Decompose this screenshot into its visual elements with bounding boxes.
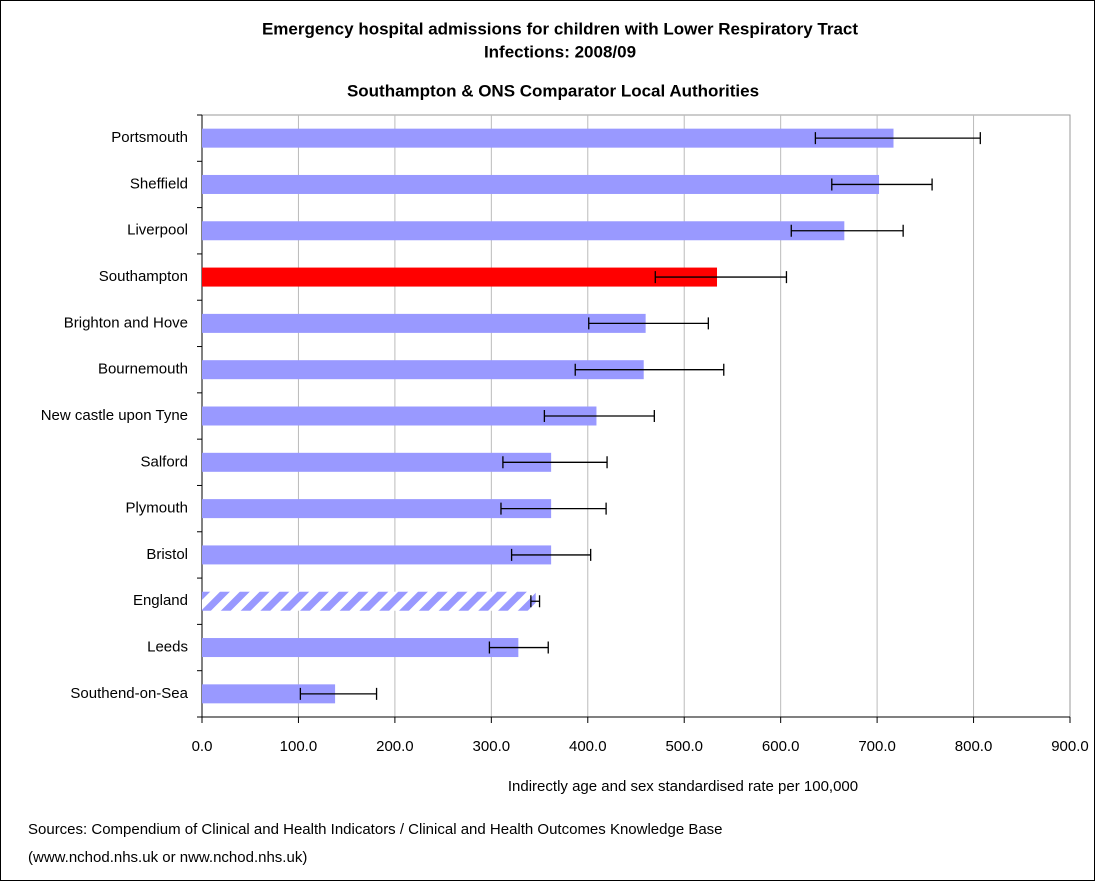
- error-bar: [543, 410, 655, 422]
- chart-title: Emergency hospital admissions for childr…: [262, 19, 858, 38]
- x-tick-label: 0.0: [192, 738, 213, 755]
- error-bar: [299, 687, 378, 700]
- y-tick-label: Sheffield: [130, 175, 188, 192]
- bar: [202, 452, 552, 472]
- y-tick-label: Bristol: [146, 546, 188, 563]
- error-bar: [574, 363, 725, 376]
- chart-subtitle: Southampton & ONS Comparator Local Autho…: [347, 81, 759, 100]
- bar: [202, 221, 845, 241]
- y-tick-label: Salford: [140, 453, 188, 470]
- error-bar: [500, 502, 607, 515]
- error-bar: [488, 641, 549, 654]
- x-axis-label: Indirectly age and sex standardised rate…: [508, 778, 858, 795]
- bar: [202, 684, 336, 704]
- source: (www.nchod.nhs.uk or nww.nchod.nhs.uk): [28, 849, 307, 866]
- y-tick-label: England: [133, 592, 188, 609]
- bar: [202, 406, 597, 426]
- error-bar: [502, 456, 608, 469]
- error-bar: [790, 224, 904, 237]
- x-tick-label: 600.0: [762, 738, 800, 755]
- error-bar: [831, 178, 933, 191]
- x-tick-label: 700.0: [858, 738, 896, 755]
- y-tick-label: Southampton: [99, 268, 188, 285]
- bar: [202, 174, 880, 194]
- bar: [202, 591, 536, 611]
- x-tick-label: 200.0: [376, 738, 414, 755]
- bar: [202, 267, 718, 287]
- y-tick-label: Bournemouth: [98, 361, 188, 378]
- y-tick-label: Plymouth: [125, 500, 188, 517]
- error-bar: [530, 595, 541, 608]
- chart-title: Infections: 2008/09: [484, 42, 636, 61]
- y-tick-label: Brighton and Hove: [64, 314, 188, 331]
- source: Sources: Compendium of Clinical and Heal…: [28, 821, 723, 838]
- bar: [202, 360, 644, 380]
- y-tick-label: Portsmouth: [111, 129, 188, 146]
- bar: [202, 128, 894, 148]
- error-bar: [654, 271, 788, 284]
- bar: [202, 638, 519, 658]
- bar: [202, 499, 552, 519]
- x-tick-label: 100.0: [280, 738, 318, 755]
- error-bar: [814, 132, 981, 145]
- x-tick-label: 800.0: [955, 738, 993, 755]
- bar: [202, 545, 552, 565]
- x-tick-label: 300.0: [473, 738, 511, 755]
- error-bar: [510, 548, 592, 561]
- x-tick-label: 500.0: [665, 738, 703, 755]
- y-tick-label: New castle upon Tyne: [41, 407, 188, 424]
- x-tick-label: 400.0: [569, 738, 607, 755]
- y-tick-label: Southend-on-Sea: [70, 685, 188, 702]
- x-tick-label: 900.0: [1051, 738, 1089, 755]
- y-tick-label: Leeds: [147, 639, 188, 656]
- y-tick-label: Liverpool: [127, 222, 188, 239]
- bar: [202, 313, 646, 333]
- error-bar: [588, 317, 709, 330]
